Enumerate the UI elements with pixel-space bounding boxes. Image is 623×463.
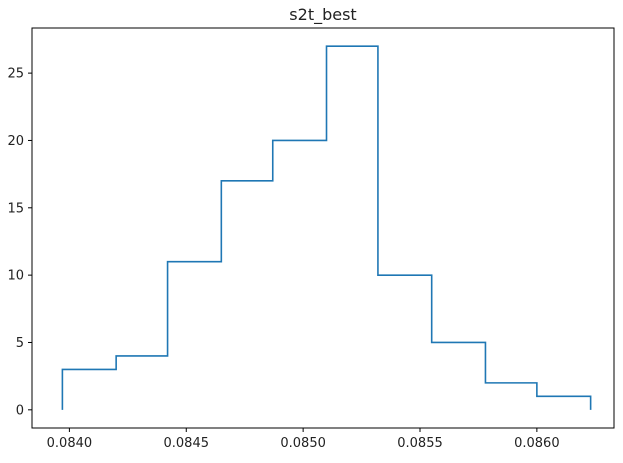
histogram-step-line: [61, 45, 592, 410]
y-tick-label: 0: [16, 403, 24, 418]
x-tick-label: 0.0840: [47, 436, 93, 451]
y-tick-label: 15: [7, 201, 24, 216]
y-tick-label: 25: [7, 67, 24, 82]
y-tick-label: 5: [16, 336, 24, 351]
chart-title: s2t_best: [289, 5, 356, 25]
y-tick-label: 10: [7, 269, 24, 284]
x-tick-label: 0.0845: [164, 436, 210, 451]
x-tick-label: 0.0850: [280, 436, 326, 451]
y-tick-label: 20: [7, 134, 24, 149]
x-tick-label: 0.0855: [397, 436, 443, 451]
x-tick-label: 0.0860: [514, 436, 560, 451]
plot-layer: 0.0840 0.0845 0.0850 0.0855 0.0860 0 5 10 15 20 25: [7, 27, 615, 451]
axes-frame: [31, 27, 615, 429]
